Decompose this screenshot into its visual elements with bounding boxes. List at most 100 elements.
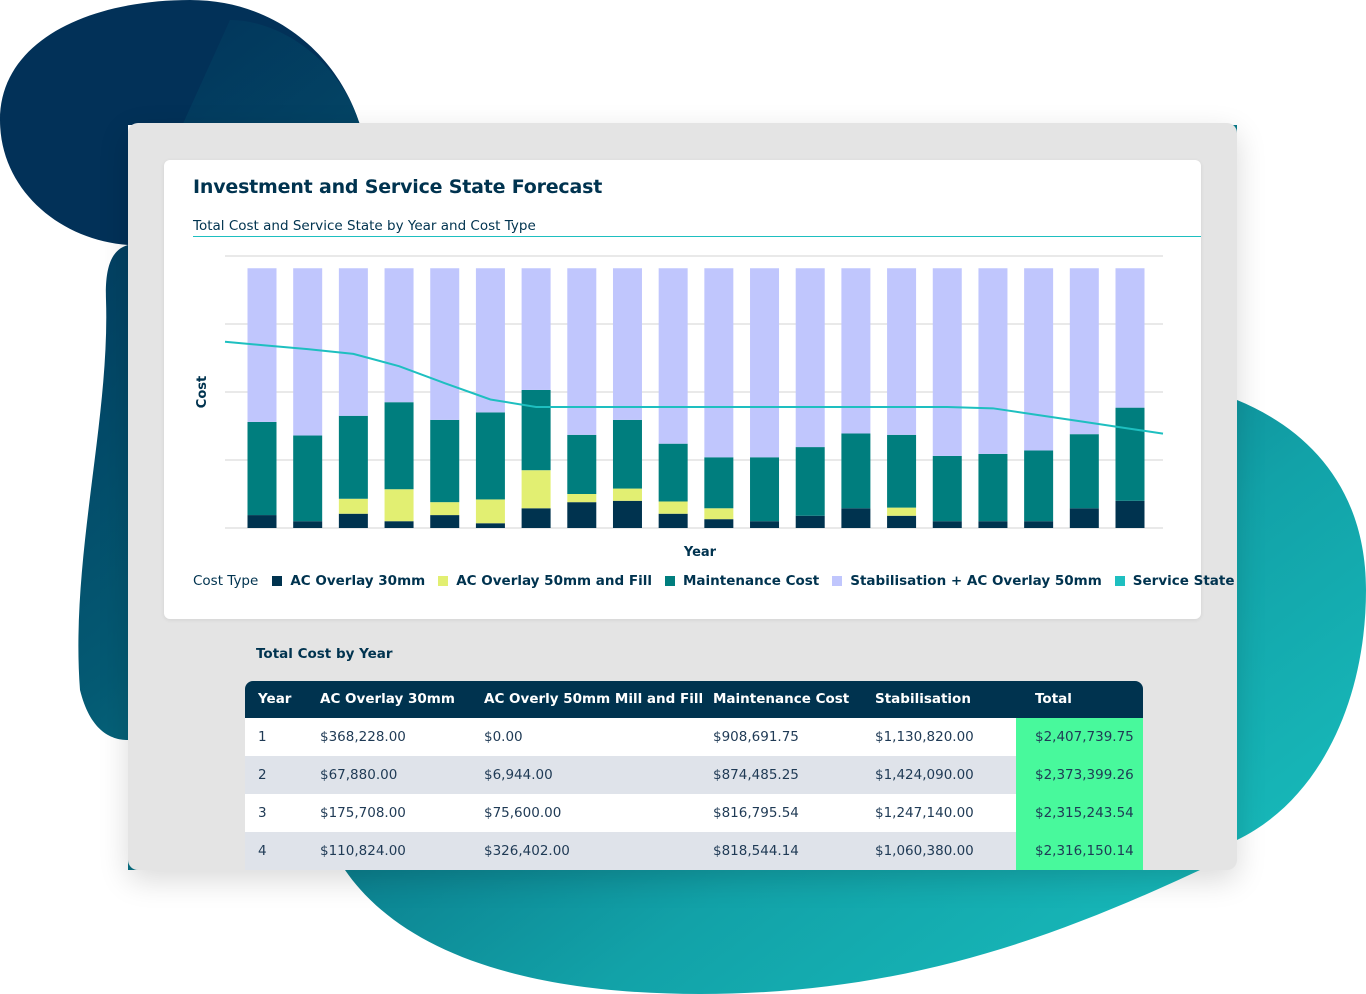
service-state-line <box>224 340 1164 435</box>
cell-year: 1 <box>258 729 267 745</box>
bar-segment-ac30 <box>1024 521 1054 528</box>
bar-segment-stab <box>430 268 460 420</box>
bar-segment-maint <box>384 402 414 490</box>
bar-segment-stab <box>795 268 825 448</box>
legend-item-stabilisation[interactable]: Stabilisation + AC Overlay 50mm <box>832 573 1102 589</box>
chart-title: Investment and Service State Forecast <box>193 176 603 198</box>
legend-item-maintenance[interactable]: Maintenance Cost <box>664 573 820 589</box>
bar-segment-ac30 <box>932 521 962 528</box>
bar-segment-ac50 <box>887 507 917 516</box>
bar-segment-maint <box>750 457 780 522</box>
bar-segment-stab <box>612 268 642 420</box>
header-total[interactable]: Total <box>1035 691 1072 707</box>
bar-segment-ac30 <box>612 500 642 528</box>
cell-ac50: $75,600.00 <box>484 805 562 821</box>
cell-ac30: $175,708.00 <box>320 805 406 821</box>
table-row: 1 $368,228.00 $0.00 $908,691.75 $1,130,8… <box>245 718 1143 756</box>
header-stabilisation[interactable]: Stabilisation <box>875 691 971 707</box>
bar-segment-ac30 <box>1069 508 1099 528</box>
bar-segment-maint <box>978 453 1008 522</box>
legend-title: Cost Type <box>193 573 259 589</box>
cell-year: 2 <box>258 767 267 783</box>
bar-segment-stab <box>1115 268 1145 408</box>
header-year[interactable]: Year <box>258 691 292 707</box>
table-title: Total Cost by Year <box>256 646 393 662</box>
bar-segment-ac30 <box>887 515 917 528</box>
bar-segment-ac30 <box>795 515 825 528</box>
x-axis-label: Year <box>683 545 717 560</box>
bar-segment-ac30 <box>475 523 505 528</box>
bar-segment-maint <box>612 419 642 489</box>
header-maintenance[interactable]: Maintenance Cost <box>713 691 850 707</box>
bar-segment-ac50 <box>475 499 505 524</box>
bar-segment-stab <box>841 268 871 434</box>
cell-total: $2,373,399.26 <box>1016 756 1143 794</box>
cell-maintenance: $908,691.75 <box>713 729 799 745</box>
bar-segment-ac30 <box>384 521 414 528</box>
table-row: 2 $67,880.00 $6,944.00 $874,485.25 $1,42… <box>245 756 1143 794</box>
bar-segment-maint <box>338 415 368 499</box>
legend-swatch <box>832 576 843 586</box>
cell-year: 4 <box>258 843 267 859</box>
legend-swatch <box>438 576 449 586</box>
header-ac50[interactable]: AC Overly 50mm Mill and Fill <box>484 691 704 707</box>
bar-segment-ac30 <box>704 519 734 528</box>
table-row: 3 $175,708.00 $75,600.00 $816,795.54 $1,… <box>245 794 1143 832</box>
bar-segment-maint <box>475 412 505 500</box>
legend-label: Service State <box>1132 573 1235 589</box>
legend-label: AC Overlay 50mm and Fill <box>456 573 652 589</box>
bar-segment-ac30 <box>338 513 368 528</box>
bar-segment-maint <box>841 433 871 509</box>
bar-segment-stab <box>1024 268 1054 451</box>
bar-segment-ac30 <box>1115 500 1145 528</box>
bar-segment-maint <box>932 455 962 522</box>
legend-item-ac50[interactable]: AC Overlay 50mm and Fill <box>438 573 652 589</box>
bar-segment-ac30 <box>841 508 871 528</box>
bar-segment-ac50 <box>430 502 460 516</box>
cell-ac50: $6,944.00 <box>484 767 553 783</box>
stacked-bar-chart: Cost Year <box>195 255 1164 560</box>
bar-segment-ac30 <box>521 508 551 528</box>
bar-segment-maint <box>1115 407 1145 501</box>
bar-segment-ac50 <box>704 508 734 520</box>
bar-segment-maint <box>658 443 688 502</box>
subtitle-underline <box>193 236 1201 237</box>
bar-segment-ac30 <box>430 515 460 528</box>
legend-swatch <box>664 576 675 586</box>
bar-segment-maint <box>1069 434 1099 509</box>
cell-ac50: $0.00 <box>484 729 523 745</box>
cell-stabilisation: $1,247,140.00 <box>875 805 974 821</box>
bar-segment-ac50 <box>338 498 368 514</box>
bar-segment-ac30 <box>293 521 323 528</box>
table-header: Year AC Overlay 30mm AC Overly 50mm Mill… <box>245 681 1143 718</box>
cell-stabilisation: $1,060,380.00 <box>875 843 974 859</box>
bar-segment-ac50 <box>612 488 642 501</box>
bar-segment-maint <box>293 435 323 522</box>
legend-label: Maintenance Cost <box>682 573 820 589</box>
legend-swatch <box>272 576 283 586</box>
bar-segment-stab <box>384 268 414 403</box>
cell-maintenance: $818,544.14 <box>713 843 799 859</box>
bar-segment-maint <box>1024 450 1054 522</box>
bar-segment-ac30 <box>978 521 1008 528</box>
bar-segment-maint <box>567 434 597 494</box>
cell-maintenance: $874,485.25 <box>713 767 799 783</box>
y-axis-label: Cost <box>195 376 210 408</box>
bar-segment-ac30 <box>658 513 688 528</box>
bar-segment-maint <box>247 421 277 516</box>
cell-ac30: $368,228.00 <box>320 729 406 745</box>
bar-segment-stab <box>658 268 688 444</box>
bar-segment-stab <box>1069 268 1099 435</box>
legend-swatch <box>1114 576 1125 586</box>
legend-item-ac30[interactable]: AC Overlay 30mm <box>272 573 425 589</box>
bar-segment-stab <box>338 268 368 416</box>
header-ac30[interactable]: AC Overlay 30mm <box>320 691 455 707</box>
bar-segment-maint <box>704 457 734 509</box>
cell-ac50: $326,402.00 <box>484 843 570 859</box>
legend-item-service-state[interactable]: Service State <box>1114 573 1235 589</box>
chart-subtitle: Total Cost and Service State by Year and… <box>193 218 536 234</box>
chart-card: Investment and Service State Forecast To… <box>164 160 1235 619</box>
bar-segment-maint <box>887 434 917 508</box>
cell-stabilisation: $1,424,090.00 <box>875 767 974 783</box>
bar-segment-stab <box>293 268 323 436</box>
